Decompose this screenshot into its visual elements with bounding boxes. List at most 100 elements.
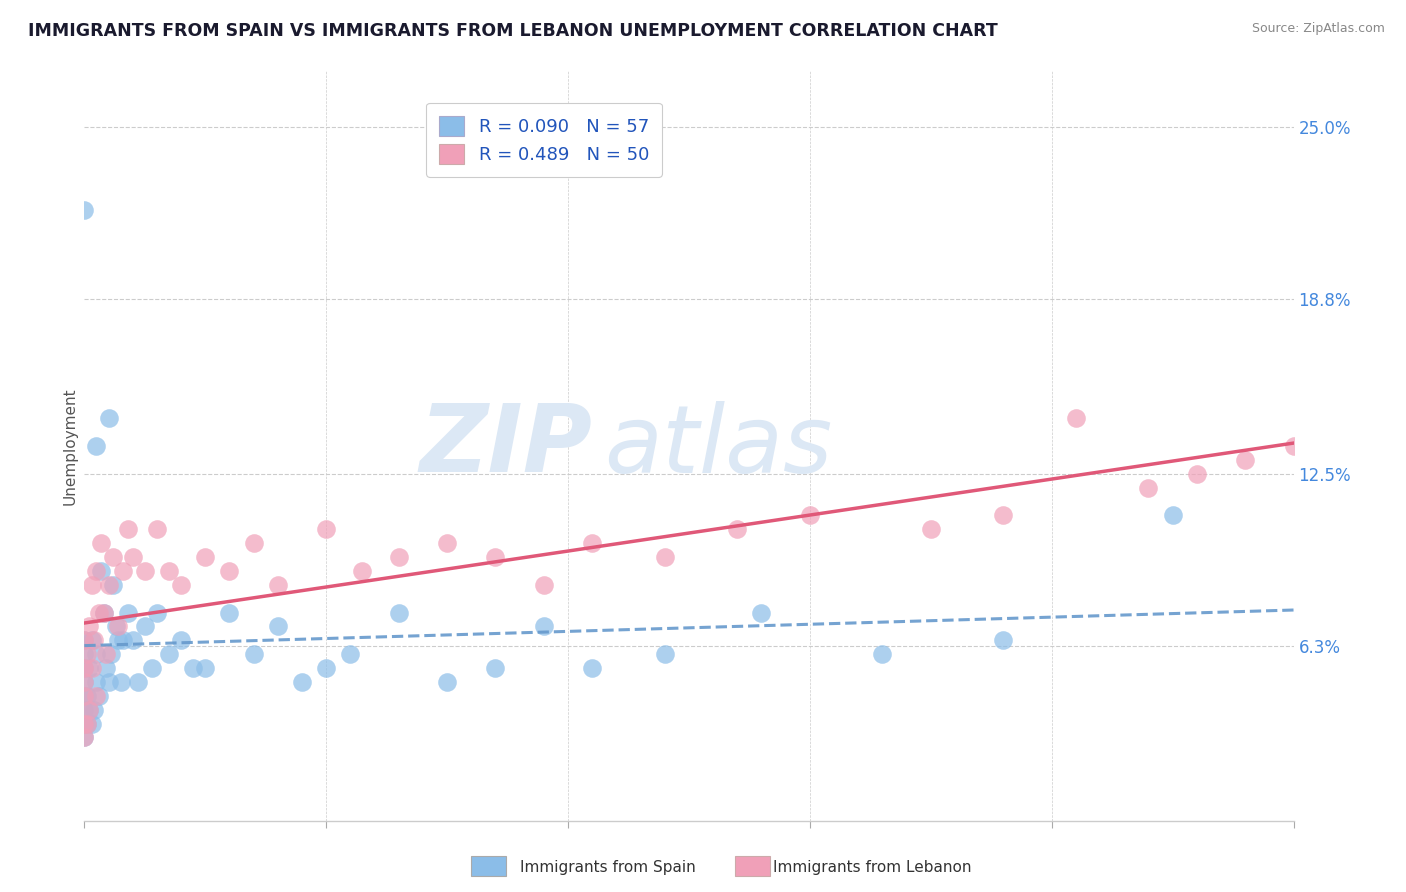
Point — [1161, 508, 1184, 523]
Point — [73, 689, 96, 703]
Point — [76, 716, 98, 731]
Bar — [471, 856, 506, 876]
Point — [87, 606, 110, 620]
Point — [533, 578, 555, 592]
Point — [127, 674, 149, 689]
Point — [654, 647, 676, 661]
Point — [194, 661, 217, 675]
Point — [218, 564, 240, 578]
Text: IMMIGRANTS FROM SPAIN VS IMMIGRANTS FROM LEBANON UNEMPLOYMENT CORRELATION CHART: IMMIGRANTS FROM SPAIN VS IMMIGRANTS FROM… — [28, 22, 998, 40]
Point — [799, 508, 821, 523]
Point — [86, 674, 108, 689]
Point — [86, 689, 108, 703]
Point — [80, 578, 103, 592]
Point — [94, 647, 117, 661]
Y-axis label: Unemployment: Unemployment — [62, 387, 77, 505]
Point — [77, 703, 100, 717]
Point — [484, 661, 506, 675]
Point — [93, 606, 115, 620]
Point — [87, 689, 110, 703]
Point — [97, 411, 120, 425]
Point — [315, 522, 337, 536]
Point — [83, 633, 105, 648]
Point — [993, 633, 1015, 648]
Point — [1282, 439, 1305, 453]
Point — [242, 536, 264, 550]
Point — [97, 674, 120, 689]
Point — [134, 619, 156, 633]
Point — [73, 674, 96, 689]
Point — [146, 606, 169, 620]
Point — [436, 536, 458, 550]
Point — [73, 716, 96, 731]
Point — [97, 578, 120, 592]
Bar — [735, 856, 770, 876]
Point — [73, 203, 96, 218]
Point — [218, 606, 240, 620]
Point — [121, 633, 143, 648]
Point — [90, 564, 112, 578]
Point — [73, 633, 96, 648]
Point — [388, 549, 411, 564]
Point — [581, 536, 603, 550]
Point — [725, 522, 748, 536]
Point — [141, 661, 163, 675]
Point — [157, 647, 180, 661]
Point — [80, 661, 103, 675]
Point — [93, 606, 115, 620]
Point — [1064, 411, 1087, 425]
Point — [77, 703, 100, 717]
Point — [654, 549, 676, 564]
Point — [107, 619, 129, 633]
Point — [110, 674, 132, 689]
Point — [76, 647, 98, 661]
Point — [73, 647, 96, 661]
Point — [291, 674, 314, 689]
Point — [73, 731, 96, 745]
Point — [1234, 453, 1257, 467]
Point — [267, 578, 290, 592]
Point — [77, 661, 100, 675]
Point — [751, 606, 773, 620]
Point — [121, 549, 143, 564]
Point — [170, 633, 193, 648]
Point — [170, 578, 193, 592]
Point — [90, 536, 112, 550]
Point — [993, 508, 1015, 523]
Point — [872, 647, 894, 661]
Text: Source: ZipAtlas.com: Source: ZipAtlas.com — [1251, 22, 1385, 36]
Point — [112, 633, 135, 648]
Point — [103, 578, 125, 592]
Point — [1137, 481, 1160, 495]
Point — [73, 661, 96, 675]
Point — [80, 716, 103, 731]
Point — [86, 564, 108, 578]
Point — [107, 633, 129, 648]
Point — [73, 661, 96, 675]
Point — [112, 564, 135, 578]
Point — [920, 522, 942, 536]
Point — [76, 689, 98, 703]
Point — [352, 564, 374, 578]
Point — [73, 674, 96, 689]
Point — [157, 564, 180, 578]
Point — [315, 661, 337, 675]
Point — [73, 703, 96, 717]
Point — [339, 647, 361, 661]
Point — [73, 731, 96, 745]
Point — [134, 564, 156, 578]
Point — [83, 703, 105, 717]
Text: Immigrants from Lebanon: Immigrants from Lebanon — [773, 860, 972, 874]
Point — [388, 606, 411, 620]
Point — [73, 716, 96, 731]
Point — [73, 633, 96, 648]
Legend: R = 0.090   N = 57, R = 0.489   N = 50: R = 0.090 N = 57, R = 0.489 N = 50 — [426, 103, 662, 178]
Point — [436, 674, 458, 689]
Point — [146, 522, 169, 536]
Text: Immigrants from Spain: Immigrants from Spain — [520, 860, 696, 874]
Point — [484, 549, 506, 564]
Point — [94, 661, 117, 675]
Point — [86, 439, 108, 453]
Point — [533, 619, 555, 633]
Point — [194, 549, 217, 564]
